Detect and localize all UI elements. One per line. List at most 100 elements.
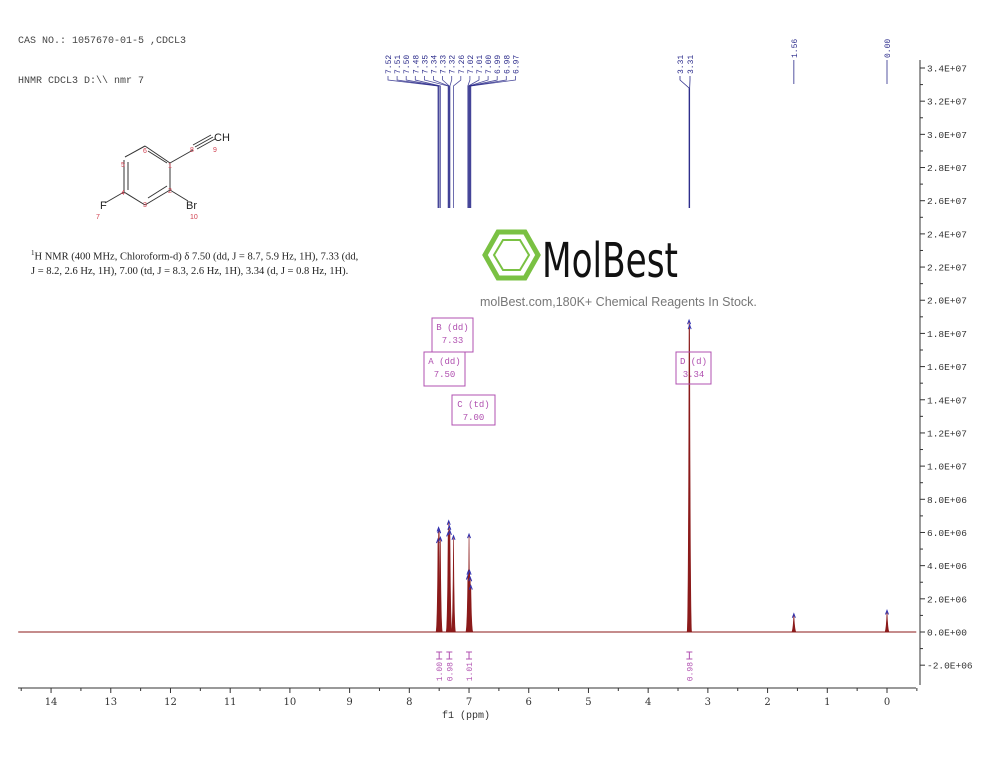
peak-label: 7.26 xyxy=(458,55,467,74)
y-tick-label: 4.0E+06 xyxy=(927,561,967,572)
x-tick-label: 2 xyxy=(764,697,770,708)
peak-label-leader xyxy=(405,76,440,208)
peak-label: 7.50 xyxy=(403,55,412,74)
x-tick-label: 11 xyxy=(224,697,237,708)
peak-apex-marker xyxy=(687,323,692,330)
peak-label: 7.02 xyxy=(467,55,476,74)
y-tick-label: 1.0E+07 xyxy=(927,462,967,473)
peak-label-leader xyxy=(469,76,507,208)
x-tick-label: 12 xyxy=(164,697,177,708)
x-tick-label: 3 xyxy=(705,697,711,708)
atom-Br: Br xyxy=(186,200,197,212)
integral-marker xyxy=(436,651,443,660)
peak-apex-marker xyxy=(447,529,452,535)
cas-number-line: CAS NO.: 1057670-01-5 ,CDCL3 xyxy=(18,36,187,47)
y-tick-label: 2.2E+07 xyxy=(927,263,967,274)
peak-label: 6.98 xyxy=(503,55,512,74)
multiplet-box-frame xyxy=(675,351,712,385)
peak-label-leader xyxy=(442,76,450,208)
atom-number: 6 xyxy=(143,148,147,155)
nmr-description: 1H NMR (400 MHz, Chloroform-d) δ 7.50 (d… xyxy=(31,246,361,279)
atom-number: 5 xyxy=(121,162,125,169)
y-tick-label: 3.2E+07 xyxy=(927,97,967,108)
y-tick-label: 2.6E+07 xyxy=(927,196,967,207)
peak-label: 3.31 xyxy=(687,55,696,74)
atom-number: 8 xyxy=(190,147,194,154)
peak-label: 1.56 xyxy=(791,39,800,58)
multiplet-box-b: B (dd) 7.33 xyxy=(431,317,474,353)
x-tick-label: 9 xyxy=(346,697,352,708)
peak-apex-marker xyxy=(451,534,456,540)
multiplet-label: B (dd) xyxy=(436,323,468,333)
x-tick-label: 14 xyxy=(45,697,58,708)
atom-number: 4 xyxy=(121,190,125,197)
peak-label: 7.01 xyxy=(476,55,485,74)
y-tick-label: 8.0E+06 xyxy=(927,495,967,506)
integral-value: 1.00 xyxy=(436,662,445,681)
atom-CH: CH xyxy=(214,132,230,144)
peak-label: 7.34 xyxy=(431,55,440,74)
hexagon-logo-icon xyxy=(482,229,541,281)
multiplet-box-a: A (dd) 7.50 xyxy=(423,351,466,387)
peak-label: 7.52 xyxy=(385,55,394,74)
peak-label: 7.48 xyxy=(412,55,421,74)
atom-number: 9 xyxy=(213,147,217,154)
superscript: 1 xyxy=(31,249,35,257)
peak-apex-marker xyxy=(885,609,889,615)
peak-apex-marker xyxy=(437,527,442,534)
peak-label: 6.97 xyxy=(512,55,521,74)
peak-label-leader xyxy=(469,76,498,208)
x-tick-label: 8 xyxy=(406,697,412,708)
peak-label: 7.51 xyxy=(394,55,403,74)
peak-apex-marker xyxy=(438,536,443,542)
integral-value: 0.98 xyxy=(446,662,455,681)
peak-label-leader xyxy=(414,76,441,208)
peak-label-leader xyxy=(424,76,449,208)
peak-apex-marker xyxy=(467,532,471,539)
molbest-watermark: MolBest molBest.com,180K+ Chemical Reage… xyxy=(480,229,757,309)
atom-F: F xyxy=(100,200,107,212)
y-tick-label: 3.4E+07 xyxy=(927,64,967,75)
x-tick-label: 10 xyxy=(284,697,297,708)
atom-number: 1 xyxy=(168,163,172,170)
y-tick-label: 1.8E+07 xyxy=(927,329,967,340)
peak-label: 7.32 xyxy=(449,55,458,74)
peak-apex-marker xyxy=(791,612,796,618)
x-tick-label: 0 xyxy=(884,697,890,708)
peak-apex-marker xyxy=(468,575,473,582)
x-tick-label: 4 xyxy=(645,697,651,708)
multiplet-label: A (dd) xyxy=(428,357,460,367)
y-tick-label: 0.0E+00 xyxy=(927,628,967,639)
multiplet-shift: 7.33 xyxy=(442,336,464,346)
peak-label-leader xyxy=(387,76,439,208)
file-info-line: HNMR CDCL3 D:\\ nmr 7 xyxy=(18,76,145,87)
multiplet-label: C (td) xyxy=(457,400,489,410)
atom-number: 10 xyxy=(190,214,198,221)
atom-number: 3 xyxy=(143,202,147,209)
peak-apex-marker xyxy=(446,519,451,526)
x-tick-label: 13 xyxy=(104,697,117,708)
y-tick-label: 6.0E+06 xyxy=(927,528,967,539)
y-tick-label: 1.2E+07 xyxy=(927,428,967,439)
atom-number: 2 xyxy=(168,188,172,195)
integral-marker xyxy=(686,651,693,660)
multiplet-label: D (d) xyxy=(680,357,707,367)
peak-label-leader xyxy=(453,76,462,208)
peak-apex-marker xyxy=(687,318,692,325)
y-tick-label: 3.0E+07 xyxy=(927,130,967,141)
description-text: H NMR (400 MHz, Chloroform-d) δ 7.50 (dd… xyxy=(31,251,359,277)
peak-label-leader xyxy=(449,76,453,208)
peak-apex-marker xyxy=(467,569,472,575)
y-tick-label: 1.4E+07 xyxy=(927,395,967,406)
peak-label: 0.00 xyxy=(884,39,893,58)
peak-label-leader xyxy=(433,76,450,208)
multiplet-shift: 3.34 xyxy=(683,370,705,380)
watermark-logo-text: MolBest xyxy=(542,233,678,289)
multiplet-shift: 7.50 xyxy=(434,370,456,380)
y-tick-label: 2.4E+07 xyxy=(927,229,967,240)
y-tick-label: 2.0E+07 xyxy=(927,296,967,307)
multiplet-shift: 7.00 xyxy=(463,413,485,423)
multiplet-box-c: C (td) 7.00 xyxy=(451,394,496,426)
watermark-tagline: molBest.com,180K+ Chemical Reagents In S… xyxy=(480,295,757,309)
peak-apex-marker xyxy=(468,584,473,590)
